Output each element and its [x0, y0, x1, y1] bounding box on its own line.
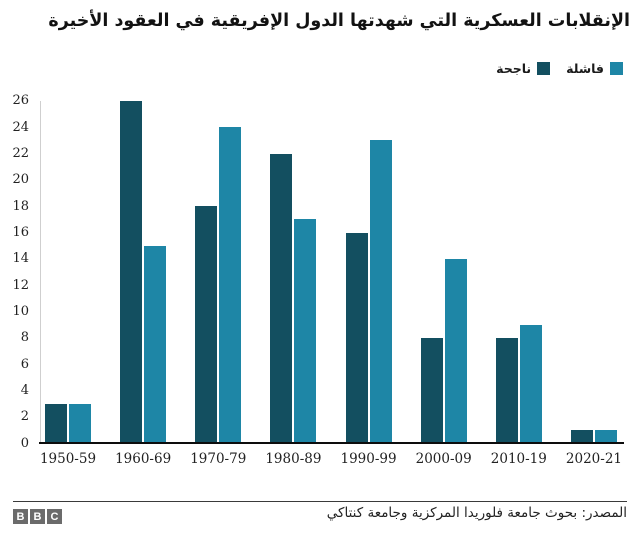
bbc-logo-letter: B — [30, 509, 45, 524]
bar-successful-1960-69 — [120, 100, 143, 443]
bar-failed-2000-09 — [444, 258, 467, 443]
x-axis-category-label: 2010-19 — [490, 451, 547, 467]
bar-successful-2020-21 — [570, 429, 593, 443]
x-axis-category-label: 1950-59 — [39, 451, 97, 467]
bar-successful-2000-09 — [420, 337, 443, 443]
bar-failed-1980-89 — [294, 219, 317, 443]
x-axis-category-label: 1990-99 — [340, 451, 397, 467]
bar-successful-1970-79 — [195, 206, 218, 443]
y-axis-tick-label: 16 — [12, 225, 29, 241]
x-axis-category-label: 1970-79 — [190, 451, 247, 467]
y-axis-line — [40, 101, 41, 443]
y-axis-tick-label: 8 — [20, 330, 29, 346]
y-axis-tick-label: 6 — [20, 356, 29, 372]
bar-failed-1990-99 — [369, 140, 392, 443]
bar-failed-2020-21 — [594, 429, 617, 443]
bar-failed-1960-69 — [144, 245, 167, 443]
y-axis-tick-label: 24 — [12, 119, 29, 135]
x-axis-category-label: 2000-09 — [415, 451, 472, 467]
bar-successful-1990-99 — [345, 232, 368, 443]
x-axis-baseline — [39, 442, 624, 444]
legend-label-successful: ناجحة — [496, 61, 532, 76]
bbc-logo-letter: C — [47, 509, 62, 524]
y-axis-tick-label: 26 — [12, 93, 29, 109]
legend-label-failed: فاشلة — [566, 61, 604, 76]
y-axis-tick-label: 20 — [12, 172, 29, 188]
bbc-logo: B B C — [13, 509, 62, 524]
y-axis-tick-label: 14 — [12, 251, 29, 267]
bar-failed-1950-59 — [69, 403, 91, 443]
legend: فاشلة ناجحة — [496, 61, 623, 76]
chart-title: الإنقلابات العسكرية التي شهدتها الدول ال… — [48, 11, 630, 31]
y-axis-tick-label: 0 — [20, 435, 29, 451]
bar-successful-2010-19 — [495, 337, 518, 443]
bar-failed-1970-79 — [219, 127, 242, 443]
legend-item-successful: ناجحة — [496, 61, 551, 76]
bar-successful-1950-59 — [45, 403, 67, 443]
y-axis-tick-label: 4 — [20, 382, 29, 398]
x-axis-category-label: 2020-21 — [565, 451, 623, 467]
footer-divider — [13, 501, 627, 502]
y-axis-tick-label: 10 — [12, 303, 29, 319]
bar-failed-2010-19 — [519, 324, 542, 443]
y-axis-tick-label: 22 — [12, 146, 29, 162]
x-axis-category-label: 1980-89 — [265, 451, 322, 467]
y-axis-tick-label: 12 — [12, 277, 29, 293]
x-axis-category-label: 1960-69 — [115, 451, 172, 467]
y-axis-tick-label: 18 — [12, 198, 29, 214]
y-axis-tick-label: 2 — [20, 409, 29, 425]
bbc-logo-letter: B — [13, 509, 28, 524]
source-text: المصدر: بحوث جامعة فلوريدا المركزية وجام… — [326, 505, 627, 521]
successful-swatch-icon — [537, 62, 551, 75]
legend-item-failed: فاشلة — [566, 61, 623, 76]
failed-swatch-icon — [610, 62, 623, 75]
bar-successful-1980-89 — [270, 153, 293, 443]
